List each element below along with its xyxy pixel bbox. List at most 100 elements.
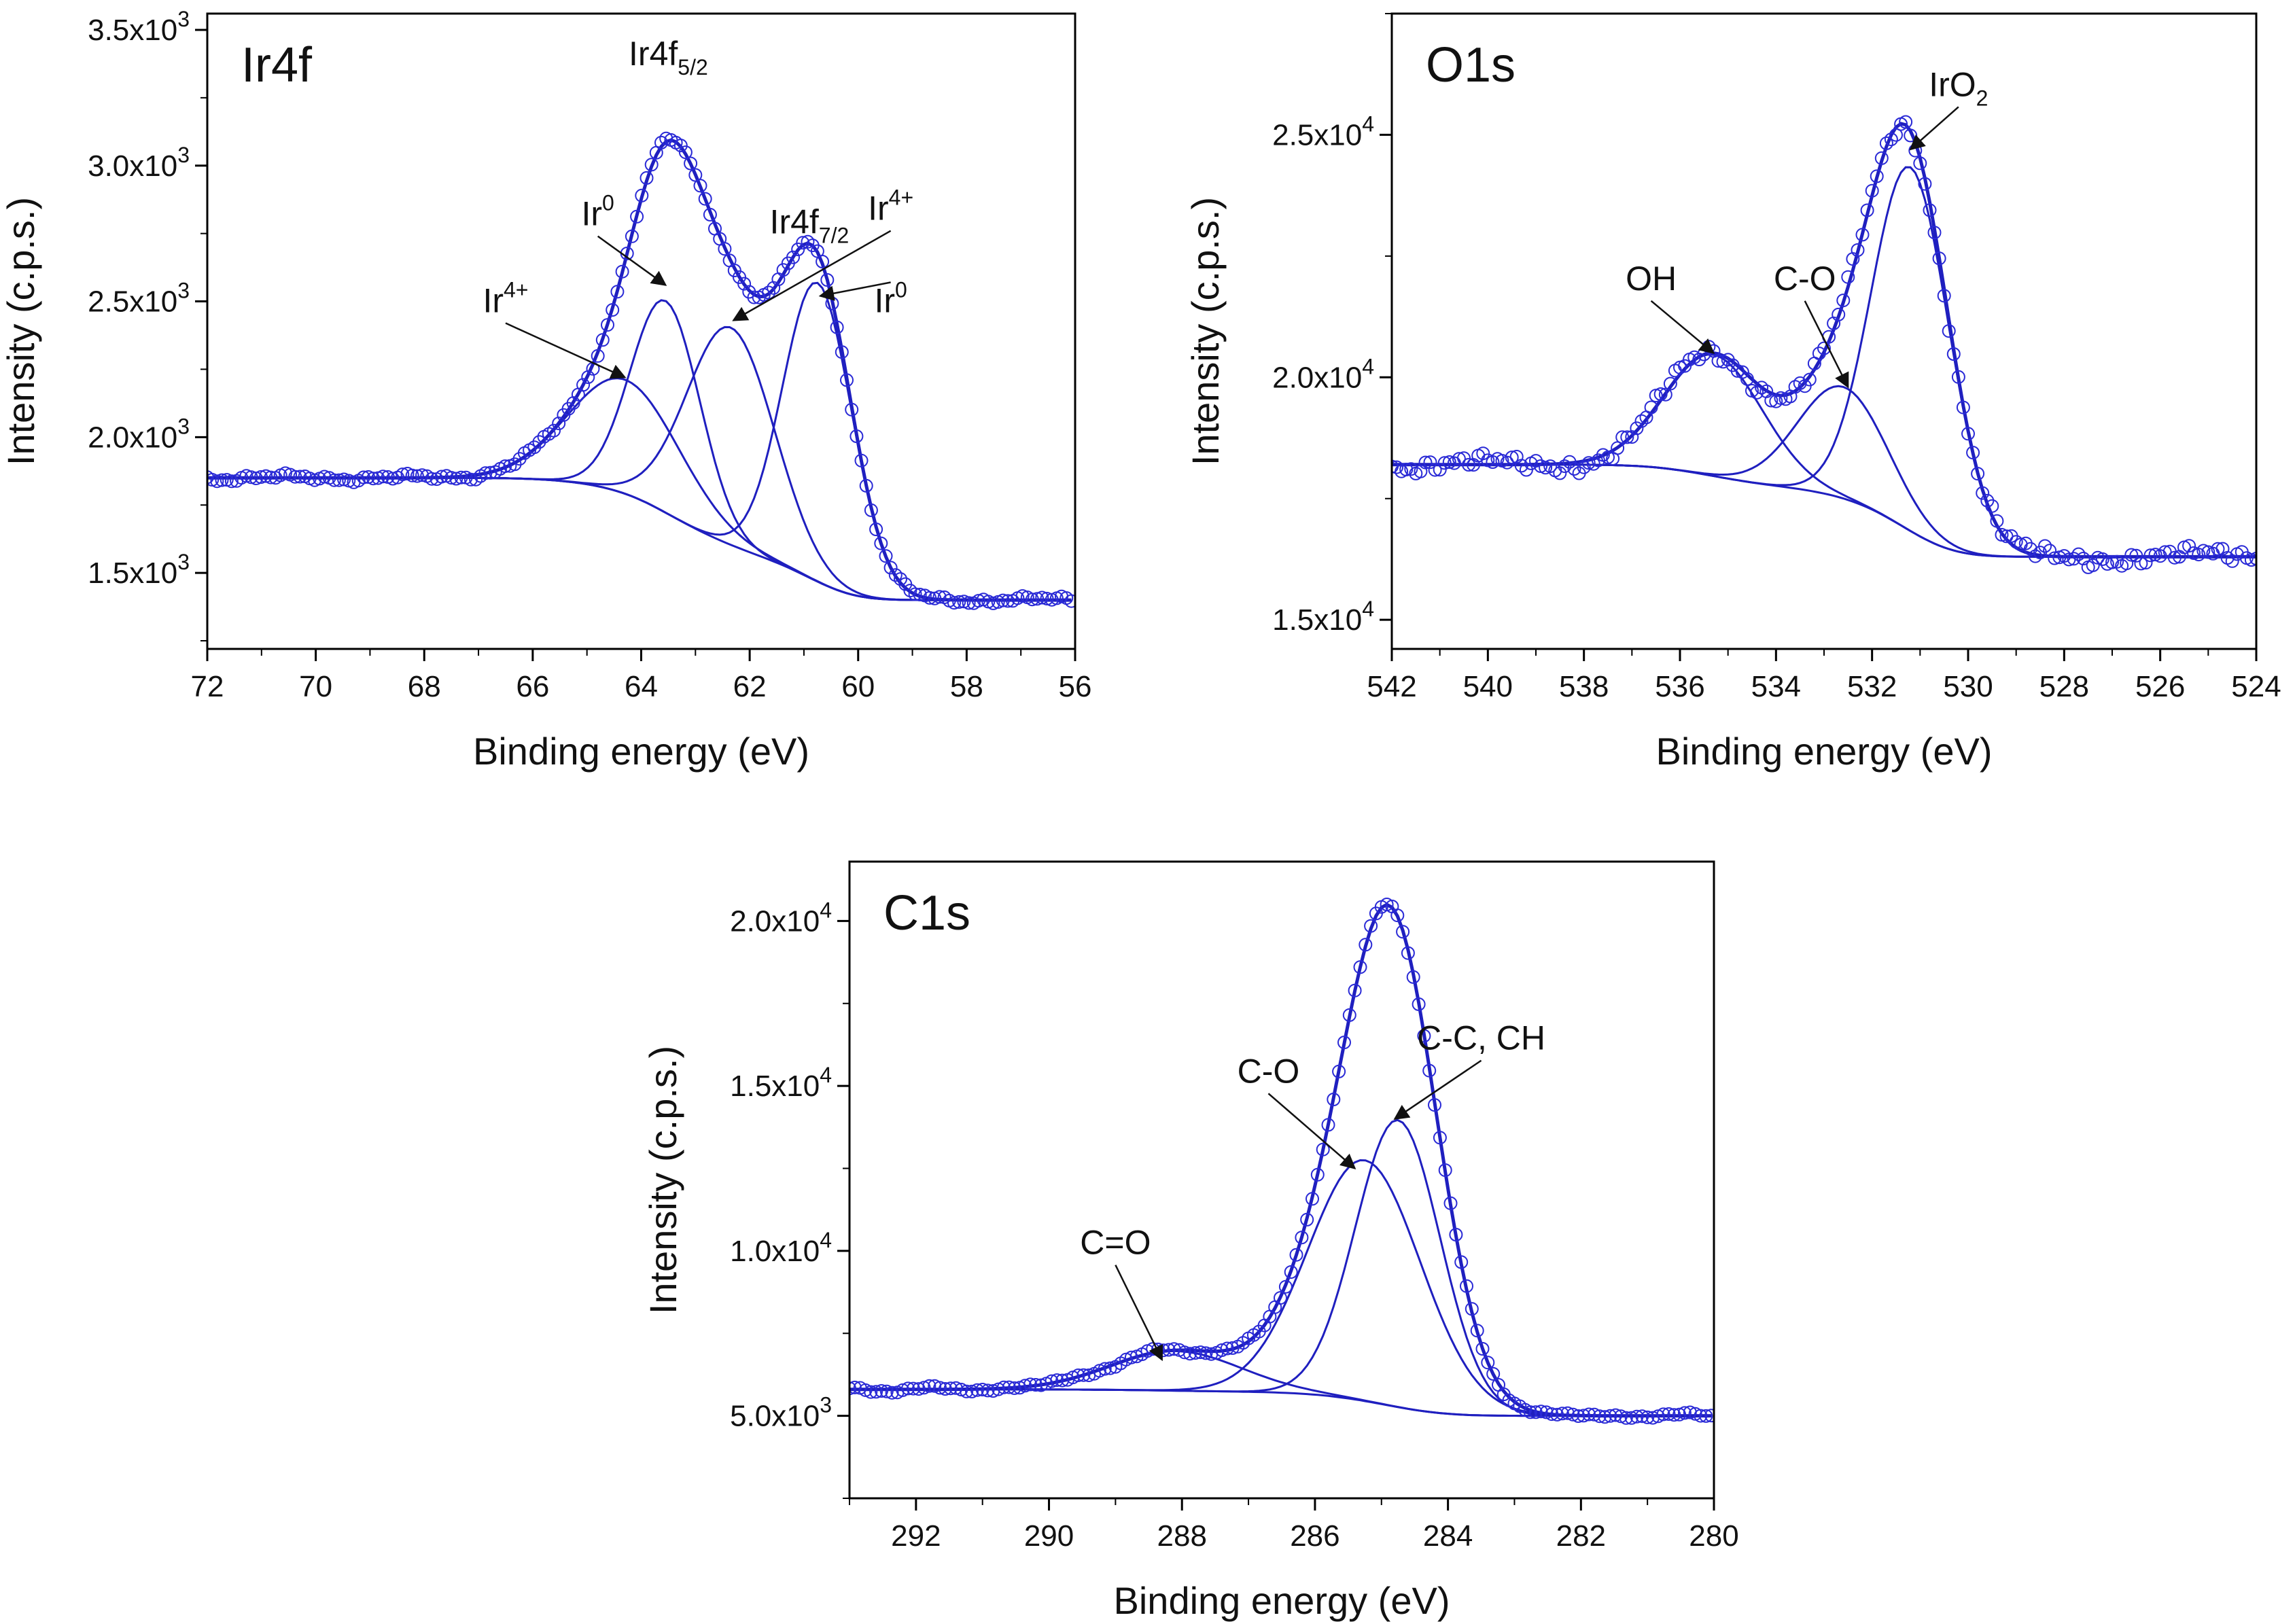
ir4f-data-point: [410, 469, 424, 483]
c1s-data-point: [1539, 1405, 1554, 1419]
c1s-data-point: [1353, 960, 1367, 974]
o1s-data-point: [1476, 446, 1490, 461]
o1s-data-point: [1581, 456, 1596, 470]
ir4f-data-point: [1064, 594, 1075, 608]
c1s-data-point: [1577, 1409, 1591, 1423]
ir4f-data-point: [254, 470, 268, 484]
ir4f-component-curve-3: [207, 325, 1072, 601]
ir4f-data-point: [869, 523, 883, 536]
c1s-data-point: [1656, 1407, 1670, 1422]
c1s-data-point: [1667, 1408, 1681, 1422]
c1s-data-point: [997, 1380, 1011, 1394]
c1s-data-point: [1486, 1366, 1501, 1381]
o1s-data-point: [1615, 430, 1630, 444]
ir4f-data-point: [332, 473, 346, 487]
ir4f-background-curve: [207, 476, 1072, 601]
ir4f-data-point: [1001, 594, 1015, 608]
ir4f-data-point: [576, 378, 591, 392]
c1s-x-tick-label: 288: [1157, 1519, 1207, 1553]
o1s-data-point: [1812, 347, 1826, 361]
ir4f-data-point: [913, 588, 927, 601]
o1s-data-point: [2249, 552, 2256, 565]
ir4f-panel-title: Ir4f: [241, 38, 313, 92]
c1s-data-point: [1560, 1406, 1575, 1420]
o1s-plot-frame: [1390, 12, 2258, 650]
o1s-data-point: [1976, 486, 1990, 500]
o1s-data-point: [2139, 556, 2153, 570]
o1s-data-point: [1750, 385, 1764, 400]
ir4f-panel: Ir4f Binding energy (eV) Intensity (c.p.…: [0, 7, 1091, 773]
c1s-x-tick-label: 292: [891, 1519, 941, 1553]
c1s-data-point: [1018, 1379, 1032, 1393]
ir4f-data-point: [849, 429, 864, 443]
ir4f-x-tick-label: 72: [191, 670, 224, 703]
o1s-data-point: [1543, 459, 1558, 474]
o1s-data-point: [2095, 552, 2109, 566]
c1s-data-point: [1438, 1163, 1452, 1178]
ir4f-data-point: [454, 470, 468, 484]
ir4f-data-point: [356, 470, 370, 484]
ir4f-data-point: [264, 470, 278, 484]
o1s-data-point: [1730, 364, 1745, 378]
c1s-x-tick-label: 286: [1290, 1519, 1339, 1553]
o1s-data-point: [2192, 548, 2206, 562]
o1s-data-point: [2105, 555, 2119, 569]
ir4f-annotation-1: Ir4f5/2: [629, 35, 708, 80]
ir4f-data-point: [952, 595, 966, 609]
o1s-data-point: [1855, 228, 1870, 242]
o1s-y-tick-label: 2.0x104: [1272, 354, 1374, 394]
c1s-data-point: [960, 1384, 974, 1398]
o1s-x-tick-label: 536: [1655, 670, 1704, 703]
ir4f-x-tick-label: 66: [516, 670, 549, 703]
ir4f-data-point: [640, 171, 654, 185]
o1s-data-point: [1392, 460, 1404, 474]
c1s-data-point: [1614, 1409, 1628, 1424]
c1s-annotation-arrow-2: [1267, 1093, 1356, 1169]
o1s-data-point: [1644, 400, 1658, 414]
c1s-data-point: [1704, 1409, 1714, 1423]
c1s-data-point: [1327, 1093, 1341, 1106]
c1s-data-point: [1098, 1362, 1112, 1376]
c1s-data-point: [943, 1381, 958, 1396]
c1s-data-point: [906, 1381, 920, 1396]
c1s-data-point: [917, 1381, 931, 1395]
ir4f-data-point: [1035, 590, 1049, 605]
o1s-data-point: [1870, 169, 1884, 183]
ir4f-y-tick-label: 2.0x103: [88, 414, 190, 454]
ir4f-fit-envelope: [207, 138, 1072, 602]
c1s-data-point: [1566, 1407, 1580, 1422]
o1s-data-point: [1961, 427, 1975, 441]
o1s-data-point: [2110, 554, 2124, 569]
c1s-data-point: [858, 1383, 873, 1397]
ir4f-data-point: [879, 549, 893, 563]
c1s-data-points: [849, 898, 1714, 1425]
o1s-data-point: [1399, 463, 1414, 476]
c1s-data-point: [1225, 1341, 1240, 1355]
ir4f-data-point: [415, 468, 430, 482]
ir4f-data-point: [249, 472, 263, 485]
c1s-data-point: [1677, 1406, 1692, 1420]
c1s-data-point: [1278, 1279, 1293, 1294]
c1s-data-point: [1274, 1291, 1287, 1305]
c1s-x-axis-label: Binding energy (eV): [1114, 1579, 1450, 1622]
o1s-data-point: [1836, 294, 1851, 308]
o1s-x-tick-label: 538: [1559, 670, 1609, 703]
o1s-data-point: [1558, 459, 1572, 474]
o1s-annotation-1: IrO2: [1929, 65, 1988, 110]
ir4f-data-point: [207, 470, 214, 484]
ir4f-data-point: [830, 320, 844, 334]
o1s-data-point: [1442, 455, 1456, 469]
c1s-data-point: [1635, 1409, 1649, 1424]
o1s-data-point: [1879, 136, 1893, 150]
ir4f-data-point: [463, 472, 478, 487]
o1s-data-point: [1918, 177, 1932, 191]
ir4f-data-point: [703, 207, 717, 222]
ir4f-x-tick-label: 62: [733, 670, 767, 703]
ir4f-data-point: [888, 568, 903, 582]
ir4f-annotation-arrow-6: [818, 281, 891, 301]
c1s-y-axis-label: Intensity (c.p.s.): [642, 1046, 684, 1314]
o1s-data-point: [1764, 393, 1779, 408]
o1s-data-point: [1505, 451, 1519, 465]
o1s-data-point: [1553, 466, 1567, 480]
ir4f-data-point: [552, 417, 566, 431]
